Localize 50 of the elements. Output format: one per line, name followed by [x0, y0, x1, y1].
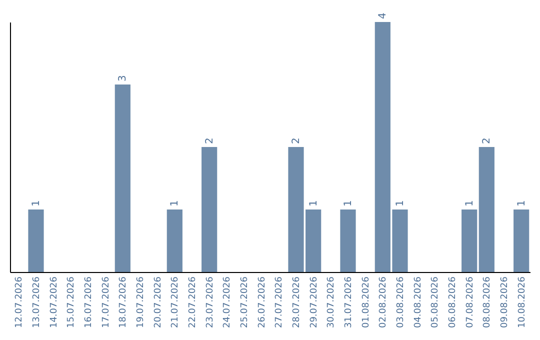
x-tick-label: 21.07.2026 [170, 276, 181, 328]
x-tick-label: 20.07.2026 [153, 276, 164, 328]
x-tick-label: 06.08.2026 [448, 276, 458, 328]
data-label: 1 [343, 200, 354, 206]
x-tick-label: 22.07.2026 [188, 276, 198, 328]
x-tick-label: 29.07.2026 [309, 276, 320, 328]
x-tick-label: 08.08.2026 [482, 276, 493, 328]
data-label: 1 [308, 200, 320, 206]
x-tick-label: 28.07.2026 [292, 276, 302, 328]
x-tick-label: 01.08.2026 [361, 276, 372, 328]
x-tick-label: 24.07.2026 [222, 276, 233, 328]
x-tick-label: 02.08.2026 [378, 276, 389, 328]
bar [478, 147, 494, 272]
data-label: 1 [395, 200, 406, 206]
bar [514, 210, 530, 272]
bar [114, 84, 130, 272]
data-label: 3 [118, 75, 129, 82]
x-tick-label: 03.08.2026 [396, 276, 406, 328]
bar [462, 210, 478, 272]
x-tick-label: 09.08.2026 [500, 276, 510, 328]
data-label: 1 [170, 200, 181, 206]
x-tick-label: 18.07.2026 [118, 276, 129, 328]
bar [166, 210, 182, 272]
bar [28, 210, 44, 272]
x-tick-label: 23.07.2026 [205, 276, 216, 328]
x-tick-label: 07.08.2026 [465, 276, 476, 328]
x-tick-label: 05.08.2026 [430, 276, 441, 328]
x-tick-label: 12.07.2026 [14, 276, 25, 328]
x-tick-label: 04.08.2026 [413, 276, 424, 328]
x-tick-label: 30.07.2026 [326, 276, 337, 328]
x-tick-label: 17.07.2026 [101, 276, 112, 328]
data-label: 2 [291, 138, 302, 144]
data-label: 2 [482, 138, 493, 144]
x-tick-label: 10.08.2026 [517, 276, 528, 328]
x-tick-label: 15.07.2026 [66, 276, 77, 328]
bar [340, 210, 356, 272]
data-label: 1 [516, 200, 528, 206]
x-tick-label: 25.07.2026 [240, 276, 250, 328]
x-tick-label: 31.07.2026 [344, 276, 354, 328]
data-label: 1 [464, 200, 476, 206]
bar [202, 147, 218, 272]
x-tick-label: 16.07.2026 [84, 276, 94, 328]
data-label: 2 [204, 138, 216, 144]
data-label: 1 [31, 200, 42, 206]
x-tick-label: 26.07.2026 [257, 276, 268, 328]
x-tick-label: 27.07.2026 [274, 276, 285, 328]
x-tick-label: 13.07.2026 [32, 276, 42, 328]
data-label: 4 [378, 12, 389, 19]
x-tick-label: 14.07.2026 [49, 276, 60, 328]
x-tick-label: 19.07.2026 [136, 276, 146, 328]
